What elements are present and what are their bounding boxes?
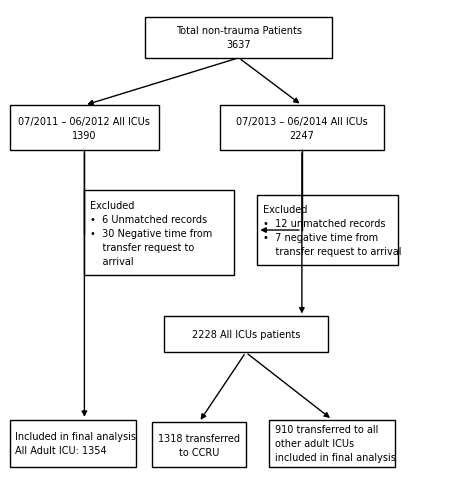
Text: Included in final analysis
All Adult ICU: 1354: Included in final analysis All Adult ICU… xyxy=(15,431,136,455)
FancyBboxPatch shape xyxy=(84,191,234,276)
FancyBboxPatch shape xyxy=(152,422,246,467)
FancyBboxPatch shape xyxy=(220,106,384,151)
Text: 07/2013 – 06/2014 All ICUs
2247: 07/2013 – 06/2014 All ICUs 2247 xyxy=(236,116,368,140)
FancyBboxPatch shape xyxy=(9,106,159,151)
Text: Excluded
•  12 unmatched records
•  7 negative time from
    transfer request to: Excluded • 12 unmatched records • 7 nega… xyxy=(263,204,401,257)
Text: Total non-trauma Patients
3637: Total non-trauma Patients 3637 xyxy=(176,26,302,50)
Text: 2228 All ICUs patients: 2228 All ICUs patients xyxy=(191,330,300,340)
FancyBboxPatch shape xyxy=(145,18,332,59)
FancyBboxPatch shape xyxy=(9,420,136,467)
FancyBboxPatch shape xyxy=(269,420,395,467)
Text: Excluded
•  6 Unmatched records
•  30 Negative time from
    transfer request to: Excluded • 6 Unmatched records • 30 Nega… xyxy=(90,200,212,266)
FancyBboxPatch shape xyxy=(257,196,398,266)
Text: 910 transferred to all
other adult ICUs
included in final analysis: 910 transferred to all other adult ICUs … xyxy=(275,425,396,462)
FancyBboxPatch shape xyxy=(164,317,328,353)
Text: 07/2011 – 06/2012 All ICUs
1390: 07/2011 – 06/2012 All ICUs 1390 xyxy=(18,116,150,140)
Text: 1318 transferred
to CCRU: 1318 transferred to CCRU xyxy=(158,433,240,457)
